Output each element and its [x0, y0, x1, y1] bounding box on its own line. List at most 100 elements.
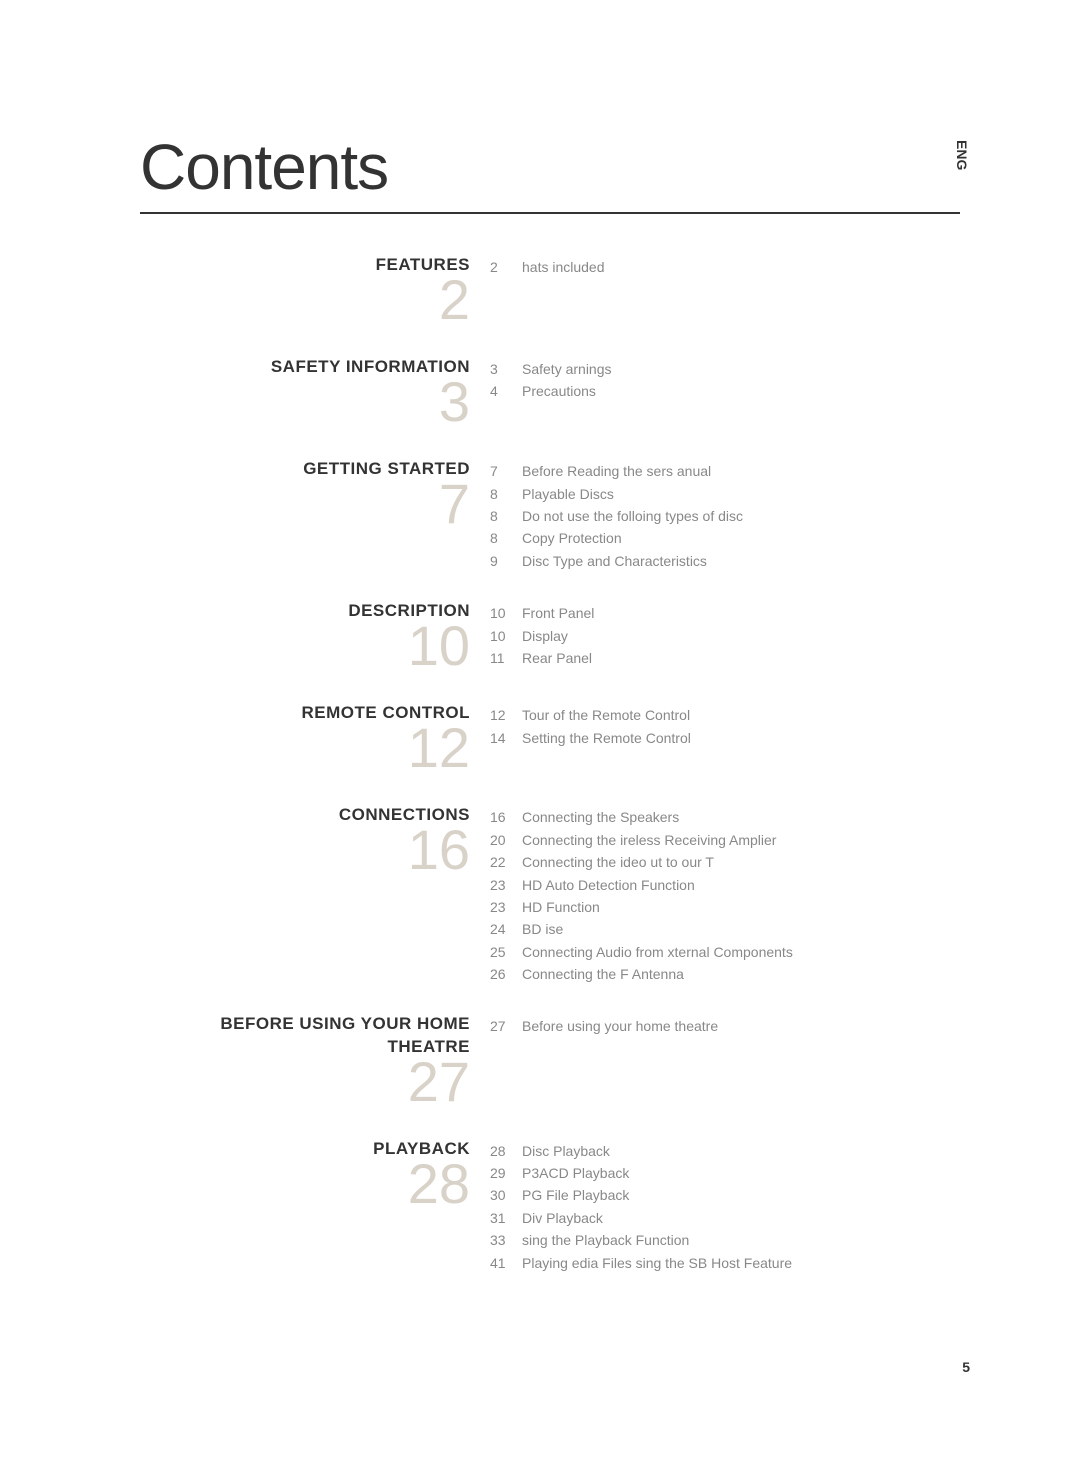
toc-item: 10Display — [490, 625, 960, 647]
toc-item: 12Tour of the Remote Control — [490, 704, 960, 726]
section-page-number: 12 — [200, 720, 470, 776]
section-items: 27Before using your home theatre — [490, 1013, 960, 1109]
toc-item: 2hats included — [490, 256, 960, 278]
toc-page: 29 — [490, 1162, 522, 1184]
section-header: DESCRIPTION 10 — [200, 600, 490, 674]
toc-page: 30 — [490, 1184, 522, 1206]
toc-text: HD Auto Detection Function — [522, 874, 960, 896]
toc-page: 4 — [490, 380, 522, 402]
toc-item: 30PG File Playback — [490, 1184, 960, 1206]
toc-item: 10Front Panel — [490, 602, 960, 624]
toc-page: 7 — [490, 460, 522, 482]
toc-page: 11 — [490, 647, 522, 669]
toc-text: Connecting the ireless Receiving Amplier — [522, 829, 960, 851]
toc-page: 8 — [490, 505, 522, 527]
toc-item: 28Disc Playback — [490, 1140, 960, 1162]
section-header: REMOTE CONTROL 12 — [200, 702, 490, 776]
section-page-number: 2 — [200, 272, 470, 328]
toc-text: sing the Playback Function — [522, 1229, 960, 1251]
toc-text: Connecting the Speakers — [522, 806, 960, 828]
toc-page: 24 — [490, 918, 522, 940]
toc-page: 23 — [490, 896, 522, 918]
page-title: Contents — [140, 130, 960, 214]
toc-page: 26 — [490, 963, 522, 985]
toc-text: Front Panel — [522, 602, 960, 624]
section-page-number: 3 — [200, 374, 470, 430]
toc-text: Tour of the Remote Control — [522, 704, 960, 726]
toc-item: 8Playable Discs — [490, 483, 960, 505]
section-items: 7Before Reading the sers anual 8Playable… — [490, 458, 960, 572]
toc-text: HD Function — [522, 896, 960, 918]
toc-item: 9Disc Type and Characteristics — [490, 550, 960, 572]
toc-text: Copy Protection — [522, 527, 960, 549]
toc-text: Disc Playback — [522, 1140, 960, 1162]
section-page-number: 16 — [200, 822, 470, 878]
section-items: 28Disc Playback 29P3ACD Playback 30PG Fi… — [490, 1138, 960, 1274]
section-items: 10Front Panel 10Display 11Rear Panel — [490, 600, 960, 674]
toc-page: 10 — [490, 602, 522, 624]
toc-sections: FEATURES 2 2hats included SAFETY INFORMA… — [200, 254, 960, 1274]
toc-text: Do not use the folloing types of disc — [522, 505, 960, 527]
section-items: 12Tour of the Remote Control 14Setting t… — [490, 702, 960, 776]
toc-page: 23 — [490, 874, 522, 896]
toc-item: 7Before Reading the sers anual — [490, 460, 960, 482]
toc-page: 9 — [490, 550, 522, 572]
toc-text: Rear Panel — [522, 647, 960, 669]
toc-section-description: DESCRIPTION 10 10Front Panel 10Display 1… — [200, 600, 960, 674]
toc-text: Connecting the ideo ut to our T — [522, 851, 960, 873]
section-page-number: 10 — [200, 618, 470, 674]
toc-page: 33 — [490, 1229, 522, 1251]
toc-text: Safety arnings — [522, 358, 960, 380]
toc-page: 2 — [490, 256, 522, 278]
toc-item: 29P3ACD Playback — [490, 1162, 960, 1184]
toc-page: 8 — [490, 527, 522, 549]
toc-text: Setting the Remote Control — [522, 727, 960, 749]
toc-text: Before Reading the sers anual — [522, 460, 960, 482]
section-header: CONNECTIONS 16 — [200, 804, 490, 985]
toc-text: Playable Discs — [522, 483, 960, 505]
toc-page: 3 — [490, 358, 522, 380]
toc-text: Connecting the F Antenna — [522, 963, 960, 985]
toc-text: Before using your home theatre — [522, 1015, 960, 1037]
toc-page: 25 — [490, 941, 522, 963]
toc-item: 11Rear Panel — [490, 647, 960, 669]
toc-page: 31 — [490, 1207, 522, 1229]
toc-section-safety: SAFETY INFORMATION 3 3Safety arnings 4Pr… — [200, 356, 960, 430]
toc-section-before-using: BEFORE USING YOUR HOME THEATRE 27 27Befo… — [200, 1013, 960, 1109]
toc-item: 31Div Playback — [490, 1207, 960, 1229]
toc-item: 20Connecting the ireless Receiving Ampli… — [490, 829, 960, 851]
section-items: 2hats included — [490, 254, 960, 328]
toc-text: Disc Type and Characteristics — [522, 550, 960, 572]
toc-item: 3Safety arnings — [490, 358, 960, 380]
toc-text: BD ise — [522, 918, 960, 940]
toc-page: 12 — [490, 704, 522, 726]
toc-text: PG File Playback — [522, 1184, 960, 1206]
toc-item: 25Connecting Audio from xternal Componen… — [490, 941, 960, 963]
section-items: 3Safety arnings 4Precautions — [490, 356, 960, 430]
toc-item: 16Connecting the Speakers — [490, 806, 960, 828]
toc-item: 8Do not use the folloing types of disc — [490, 505, 960, 527]
toc-item: 23HD Function — [490, 896, 960, 918]
toc-page: 28 — [490, 1140, 522, 1162]
toc-item: 8Copy Protection — [490, 527, 960, 549]
section-header: FEATURES 2 — [200, 254, 490, 328]
toc-text: Precautions — [522, 380, 960, 402]
toc-page: 8 — [490, 483, 522, 505]
toc-section-getting-started: GETTING STARTED 7 7Before Reading the se… — [200, 458, 960, 572]
toc-section-remote: REMOTE CONTROL 12 12Tour of the Remote C… — [200, 702, 960, 776]
language-tag: ENG — [954, 140, 970, 170]
toc-item: 33sing the Playback Function — [490, 1229, 960, 1251]
toc-section-playback: PLAYBACK 28 28Disc Playback 29P3ACD Play… — [200, 1138, 960, 1274]
section-header: PLAYBACK 28 — [200, 1138, 490, 1274]
toc-page: 14 — [490, 727, 522, 749]
toc-text: Connecting Audio from xternal Components — [522, 941, 960, 963]
toc-page: 20 — [490, 829, 522, 851]
toc-item: 14Setting the Remote Control — [490, 727, 960, 749]
toc-text: P3ACD Playback — [522, 1162, 960, 1184]
toc-text: hats included — [522, 256, 960, 278]
toc-text: Playing edia Files sing the SB Host Feat… — [522, 1252, 960, 1274]
toc-page: 10 — [490, 625, 522, 647]
toc-item: 4Precautions — [490, 380, 960, 402]
toc-item: 22Connecting the ideo ut to our T — [490, 851, 960, 873]
toc-page: 16 — [490, 806, 522, 828]
